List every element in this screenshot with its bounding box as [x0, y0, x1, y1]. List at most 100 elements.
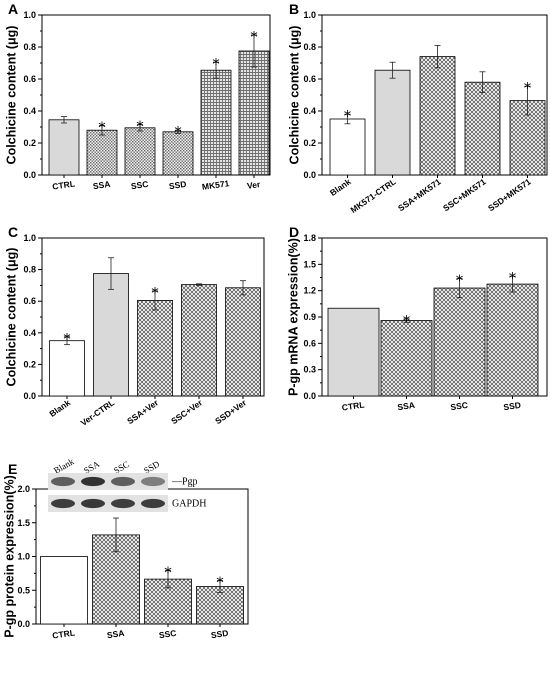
significance-star: * — [509, 269, 517, 287]
panel-letter: E — [8, 461, 17, 477]
y-tick-label: 0.0 — [23, 391, 36, 401]
y-tick-label: 1.8 — [303, 233, 316, 243]
bar-blank — [49, 340, 85, 397]
y-tick-label: 0.4 — [23, 328, 36, 338]
bar-ssc-mk571 — [464, 81, 501, 176]
bar-blank — [329, 118, 366, 176]
y-tick-label: 0.8 — [23, 42, 36, 52]
significance-star: * — [174, 123, 182, 141]
y-tick-label: 0.5 — [17, 585, 30, 595]
y-tick-label: 1.5 — [17, 518, 30, 528]
blot-band — [141, 498, 165, 509]
y-tick-label: 1.0 — [17, 552, 30, 562]
x-tick-label: MK571 — [201, 178, 230, 192]
y-axis-label: Colchicine content (μg) — [4, 26, 18, 165]
blot-band — [81, 476, 105, 487]
y-tick-label: 0.4 — [23, 106, 36, 116]
bar-mk571 — [200, 69, 232, 176]
y-tick-label: 0.8 — [303, 42, 316, 52]
significance-star: * — [164, 563, 172, 581]
y-tick-label: 0.6 — [303, 338, 316, 348]
bar-ver — [238, 50, 270, 176]
y-tick-label: 0.0 — [17, 619, 30, 629]
x-tick-label: SSC+MK571 — [441, 176, 488, 213]
bar-ssa — [86, 129, 118, 176]
x-tick-label: CTRL — [52, 628, 76, 641]
y-tick-label: 1.2 — [303, 286, 316, 296]
significance-star: * — [98, 118, 106, 136]
blot-band-label: —Pgp — [171, 477, 198, 488]
significance-star: * — [151, 284, 159, 302]
y-tick-label: 0.9 — [303, 312, 316, 322]
blot-strip — [48, 473, 168, 490]
x-tick-label: MK571-CTRL — [349, 176, 398, 215]
x-tick-label: SSD — [210, 628, 229, 640]
x-tick-label: SSD — [168, 179, 187, 191]
blot-lane-label: Blank — [52, 456, 76, 476]
bar-ctrl — [40, 556, 88, 625]
x-tick-label: SSC — [130, 179, 149, 191]
y-axis-label: Colchicine content (μg) — [4, 248, 18, 387]
x-tick-label: Blank — [328, 176, 353, 198]
chart-panel-d: D 0.0 0.3 0.6 0.9 1.2 1.5 1.8P-gp mRNA expressi… — [286, 224, 548, 413]
blot-band — [111, 476, 135, 487]
significance-star: * — [456, 271, 464, 289]
x-tick-label: SSA — [397, 400, 416, 412]
bar-ssc-ver — [181, 284, 217, 397]
y-tick-label: 1.0 — [303, 10, 316, 20]
significance-star: * — [63, 330, 71, 348]
y-tick-label: 0.0 — [303, 170, 316, 180]
chart-panel-c: C 0.0 0.2 0.4 0.6 0.8 1.0 Colchicine content (μ… — [4, 224, 265, 428]
y-axis-label: P-gp mRNA expression(%) — [286, 238, 300, 396]
significance-star: * — [524, 79, 532, 97]
x-tick-label: SSD — [503, 400, 522, 412]
blot-band — [111, 498, 135, 509]
y-tick-label: 0.6 — [23, 74, 36, 84]
x-tick-label: SSC — [158, 628, 177, 640]
chart-panel-e: E 0.0 0.5 1.0 1.5 2.0P-gp protein expression(… — [2, 461, 249, 641]
y-tick-label: 0.2 — [303, 138, 316, 148]
x-tick-label: Blank — [47, 397, 72, 419]
y-tick-label: 0.3 — [303, 365, 316, 375]
panel-letter: C — [8, 224, 18, 240]
bar-ssa-ver — [137, 300, 173, 397]
x-tick-label: SSA+Ver — [125, 397, 161, 426]
x-tick-label: SSC — [450, 400, 469, 412]
bar-ssd-ver — [225, 287, 261, 397]
y-tick-label: 2.0 — [17, 484, 30, 494]
significance-star: * — [344, 107, 352, 125]
panel-letter: B — [289, 1, 299, 17]
x-tick-label: SSC+Ver — [169, 397, 205, 426]
blot-band — [141, 476, 165, 487]
panel-letter: D — [289, 224, 299, 240]
significance-star: * — [403, 312, 411, 330]
blot-band — [51, 498, 75, 509]
y-tick-label: 1.0 — [23, 10, 36, 20]
y-tick-label: 0.0 — [303, 391, 316, 401]
bar-ssc — [433, 287, 486, 397]
y-tick-label: 1.5 — [303, 259, 316, 269]
blot-band — [51, 476, 75, 487]
x-tick-label: SSA — [92, 179, 111, 191]
x-tick-label: SSA — [106, 628, 125, 640]
chart-panel-a: A 0.0 0.2 0.4 0.6 0.8 1.0 Colchicine content (μ… — [4, 1, 271, 192]
y-tick-label: 0.6 — [303, 74, 316, 84]
charts-layer: A 0.0 0.2 0.4 0.6 0.8 1.0 Colchicine content (μ… — [2, 1, 548, 641]
x-tick-label: SSA+MK571 — [396, 176, 443, 213]
y-tick-label: 0.6 — [23, 296, 36, 306]
x-tick-label: CTRL — [52, 179, 76, 192]
bar-mk571-ctrl — [374, 69, 411, 176]
significance-star: * — [216, 573, 224, 591]
blot-band-label: GAPDH — [172, 499, 206, 510]
blot-band — [81, 498, 105, 509]
panel-letter: A — [8, 1, 18, 17]
y-tick-label: 0.0 — [23, 170, 36, 180]
bar-ctrl — [327, 307, 380, 397]
y-tick-label: 0.2 — [23, 359, 36, 369]
bar-ctrl — [48, 119, 80, 176]
x-tick-label: SSD+Ver — [213, 397, 249, 426]
significance-star: * — [136, 118, 144, 136]
